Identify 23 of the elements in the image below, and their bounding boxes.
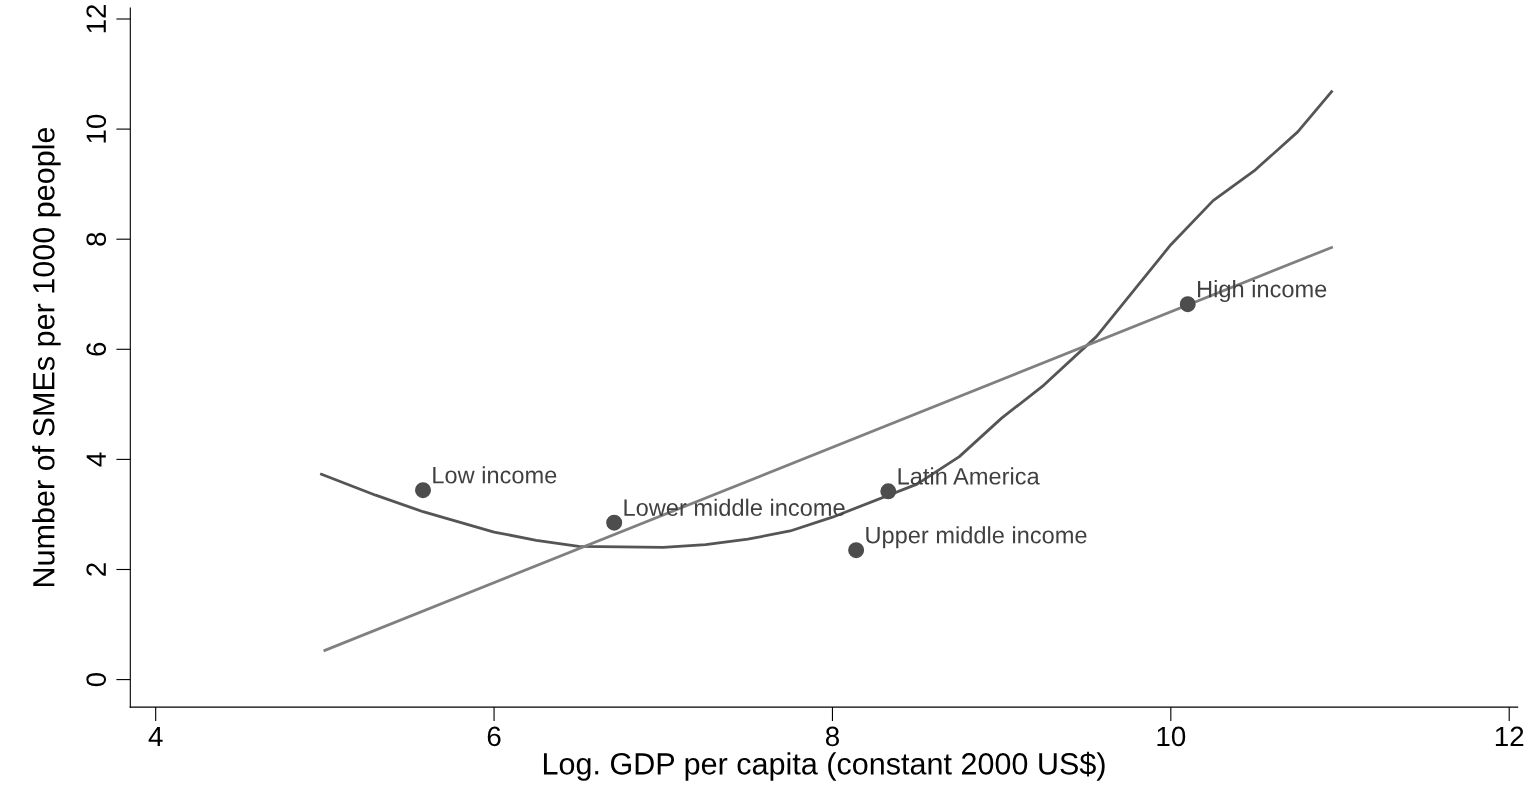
data-label: Low income: [433, 466, 557, 484]
point: [606, 514, 623, 531]
x-tick-label: 8: [825, 726, 839, 747]
x-axis-title: Log. GDP per capita (constant 2000 US$): [543, 751, 1105, 781]
point: [848, 542, 865, 559]
x-tick-label: 10: [1157, 726, 1186, 747]
y-axis-title: Number of SMEs per 1000 people: [32, 127, 61, 587]
y-tick-label: 8: [86, 232, 107, 246]
x-tick-label: 4: [148, 726, 163, 746]
y-tick-label: 4: [86, 452, 106, 467]
y-tick-label: 6: [86, 342, 107, 356]
point: [415, 482, 431, 499]
point: [1179, 296, 1196, 313]
y-tick-label: 0: [86, 672, 107, 687]
data-label: Lower middle income: [624, 498, 845, 516]
point: [880, 483, 897, 500]
y-tick-label: 12: [86, 4, 106, 33]
y-tick-label: 2: [86, 563, 106, 576]
y-tick-label: 10: [86, 114, 107, 143]
line-series: [320, 90, 1333, 549]
x-tick-label: 12: [1495, 726, 1524, 746]
x-tick-label: 6: [487, 726, 501, 747]
data-label: Upper middle income: [866, 526, 1087, 549]
